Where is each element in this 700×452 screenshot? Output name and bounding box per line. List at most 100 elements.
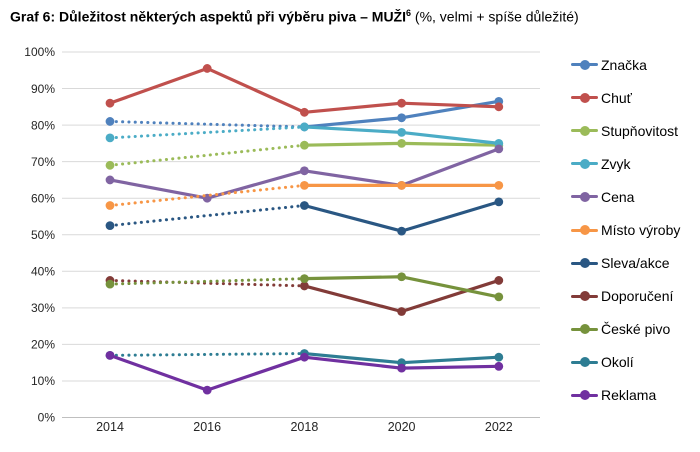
data-point: [397, 272, 406, 282]
data-point: [494, 102, 504, 112]
legend-line-marker-icon: [571, 356, 598, 368]
legend-label: Reklama: [601, 387, 657, 404]
chart-title: Graf 6: Důležitost některých aspektů při…: [10, 8, 579, 25]
y-tick-label: 30%: [31, 301, 55, 315]
chart-title-footnote-ref: 6: [406, 8, 412, 18]
dotted-segment: [108, 125, 306, 140]
dotted-segment: [108, 204, 306, 228]
legend-label: Sleva/akce: [601, 255, 670, 272]
legend-line-marker-icon: [571, 323, 598, 335]
legend-label: Doporučení: [601, 288, 674, 305]
legend-item-doporu-en: Doporučení: [571, 280, 680, 313]
y-axis-labels: 0% 10% 20% 30% 40% 50% 60% 70% 80% 90% 100%: [24, 45, 55, 425]
legend-item-stup-ovitost: Stupňovitost: [571, 114, 680, 147]
y-tick-label: 80%: [31, 118, 55, 132]
legend-line-marker-icon: [571, 257, 598, 269]
y-tick-label: 40%: [31, 265, 55, 279]
data-point: [494, 292, 504, 302]
legend-line-marker-icon: [571, 92, 598, 104]
x-tick-label: 2016: [193, 420, 221, 434]
legend-line-marker-icon: [571, 191, 598, 203]
series-stup-ovitost: [105, 138, 504, 170]
series-cena: [105, 144, 504, 203]
legend-line-marker-icon: [571, 158, 598, 170]
legend-line-marker-icon: [571, 389, 598, 401]
y-tick-label: 0%: [38, 411, 56, 425]
y-tick-label: 60%: [31, 191, 55, 205]
y-tick-label: 10%: [31, 374, 55, 388]
data-point: [397, 98, 406, 108]
data-point: [494, 352, 504, 362]
legend-item-zvyk: Zvyk: [571, 147, 680, 180]
legend-label: Cena: [601, 188, 635, 205]
legend-item-okol: Okolí: [571, 346, 680, 379]
data-point: [397, 226, 406, 236]
series-sleva-akce: [105, 197, 504, 236]
legend-line-marker-icon: [571, 125, 598, 137]
data-point: [105, 160, 115, 170]
x-tick-label: 2020: [388, 420, 416, 434]
y-tick-label: 100%: [24, 45, 55, 59]
legend-label: Značka: [601, 56, 647, 73]
chart-title-suffix: (%, velmi + spíše důležité): [411, 8, 579, 25]
legend-line-marker-icon: [571, 59, 598, 71]
legend-line-marker-icon: [571, 290, 598, 302]
data-point: [397, 307, 406, 316]
legend-label: Chuť: [601, 89, 632, 106]
y-tick-label: 90%: [31, 82, 55, 96]
chart-legend: Značka Chuť Stupňovitost Zvyk Cena Místo výro…: [571, 48, 680, 412]
dotted-segment: [108, 143, 306, 167]
data-point: [105, 117, 115, 126]
data-point: [300, 201, 309, 210]
dotted-segment: [108, 352, 306, 357]
series-reklama: [105, 350, 504, 395]
dotted-segment: [108, 277, 306, 286]
data-point: [202, 385, 212, 395]
data-point: [494, 276, 504, 285]
legend-label: Místo výroby: [601, 222, 681, 239]
y-tick-label: 50%: [31, 228, 55, 242]
data-point: [300, 281, 309, 291]
x-axis-labels: 2014 2016 2018 2020 2022: [96, 420, 513, 434]
chart-title-main: Graf 6: Důležitost některých aspektů při…: [10, 8, 406, 25]
data-point: [105, 201, 115, 210]
x-tick-label: 2022: [485, 420, 513, 434]
data-point: [105, 350, 115, 360]
data-point: [494, 197, 504, 207]
legend-item-m-sto-v-roby: Místo výroby: [571, 213, 680, 246]
dotted-segment: [108, 183, 306, 208]
data-point: [300, 122, 309, 132]
legend-label: Stupňovitost: [601, 122, 679, 139]
y-tick-label: 20%: [31, 338, 55, 352]
data-point: [300, 181, 309, 190]
solid-segment: [303, 278, 500, 314]
dotted-segment: [108, 278, 306, 288]
series-chu: [105, 64, 504, 117]
legend-item-esk-pivo: České pivo: [571, 313, 680, 346]
data-point: [397, 138, 406, 148]
data-point: [105, 98, 115, 108]
x-tick-label: 2014: [96, 420, 124, 434]
data-point: [105, 133, 115, 143]
data-point: [300, 140, 309, 150]
data-point: [300, 107, 309, 117]
dotted-segment: [108, 119, 306, 129]
data-point: [397, 181, 406, 190]
data-point: [494, 361, 504, 371]
legend-item-sleva-akce: Sleva/akce: [571, 247, 680, 280]
legend-item-zna-ka: Značka: [571, 48, 680, 81]
data-point: [494, 181, 504, 190]
gridlines: [62, 51, 540, 418]
data-point: [397, 128, 406, 137]
legend-item-cena: Cena: [571, 180, 680, 213]
series-esk-pivo: [105, 272, 504, 302]
legend-item-reklama: Reklama: [571, 379, 680, 412]
data-point: [494, 144, 504, 154]
data-point: [105, 175, 115, 185]
legend-label: České pivo: [601, 321, 671, 338]
legend-item-chu: Chuť: [571, 81, 680, 114]
y-tick-label: 70%: [31, 155, 55, 169]
